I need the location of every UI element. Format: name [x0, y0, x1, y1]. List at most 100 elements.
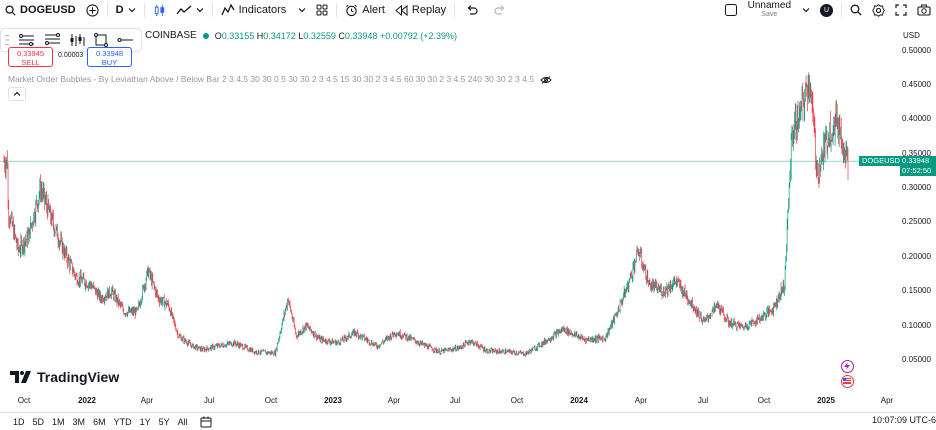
- indicator-legend[interactable]: Market Order Bubbles - By Leviathan Abov…: [8, 74, 552, 84]
- range-button-ytd[interactable]: YTD: [113, 416, 132, 427]
- range-button-1d[interactable]: 1D: [13, 416, 25, 427]
- alert-button[interactable]: Alert: [340, 0, 390, 20]
- calendar-range-icon[interactable]: [200, 416, 212, 428]
- range-button-5y[interactable]: 5Y: [158, 416, 170, 427]
- change-value: +0.00792 (+2.39%): [379, 30, 458, 41]
- price-chart[interactable]: [0, 20, 900, 392]
- gear-icon: [872, 3, 885, 17]
- quick-search-button[interactable]: [845, 0, 867, 20]
- templates-button[interactable]: [311, 0, 333, 20]
- close-value: 0.33948: [344, 30, 378, 41]
- symbol-name: DOGEUSD: [20, 4, 76, 16]
- sell-price: 0.33945: [16, 49, 45, 58]
- time-axis-label: Oct: [510, 396, 524, 405]
- chevron-down-icon: [128, 8, 136, 13]
- replay-label: Replay: [411, 4, 447, 16]
- symbol-search-button[interactable]: DOGEUSD: [0, 0, 81, 20]
- interval-value: D: [115, 4, 124, 16]
- collapse-legend-button[interactable]: [8, 87, 26, 101]
- divider: [143, 3, 145, 17]
- price-axis-label: 0.10000: [902, 321, 931, 330]
- candles-style-button[interactable]: [148, 0, 171, 20]
- line-tool-icon[interactable]: [117, 35, 133, 45]
- layout-name: Unnamed: [747, 0, 791, 11]
- time-axis-label: Oct: [17, 396, 31, 405]
- time-axis-label: Apr: [880, 396, 894, 405]
- price-axis-label: 0.05000: [902, 355, 931, 364]
- settings-button[interactable]: [867, 0, 890, 20]
- layout-checkbox[interactable]: [720, 0, 742, 20]
- fullscreen-icon: [895, 4, 907, 16]
- fib-tool-icon[interactable]: [44, 33, 61, 47]
- redo-button[interactable]: [486, 0, 514, 20]
- sell-label: SELL: [21, 58, 40, 67]
- interval-dropdown[interactable]: D: [111, 0, 141, 20]
- exchange-name: COINBASE: [145, 30, 197, 41]
- time-axis[interactable]: Oct 2022 Apr Jul Oct 2023 Apr Jul Oct 2024 Apr Jul O…: [0, 393, 900, 408]
- price-axis[interactable]: 0.50000 0.45000 0.40000 0.35000 0.30000 0.250…: [900, 20, 936, 392]
- candles-icon: [154, 4, 164, 16]
- price-axis-label: 0.40000: [902, 114, 931, 123]
- alert-label: Alert: [362, 4, 385, 16]
- grid-icon: [316, 4, 328, 16]
- divider: [336, 3, 338, 17]
- buy-button[interactable]: 0.33948 BUY: [87, 47, 132, 67]
- logo-text: TradingView: [37, 369, 120, 385]
- last-price-value: 0.33948: [902, 156, 930, 165]
- undo-button[interactable]: [458, 0, 486, 20]
- lightning-badge[interactable]: [841, 360, 854, 373]
- currency-label[interactable]: USD: [903, 31, 920, 40]
- divider: [454, 3, 456, 17]
- undo-icon: [467, 5, 478, 15]
- replay-button[interactable]: Replay: [390, 0, 451, 20]
- time-axis-label: 2024: [570, 396, 588, 405]
- rectangle-tool-icon[interactable]: [94, 33, 108, 47]
- snapshot-button[interactable]: [912, 0, 936, 20]
- pattern-tool-icon[interactable]: [70, 33, 85, 47]
- last-price-tag: 0.33948 07:52:50: [900, 156, 936, 176]
- range-button-6m[interactable]: 6M: [93, 416, 106, 427]
- time-axis-label: Oct: [264, 396, 278, 405]
- fullscreen-button[interactable]: [890, 0, 912, 20]
- time-axis-label: Oct: [757, 396, 771, 405]
- last-price-symbol-tag: DOGEUSD: [859, 156, 903, 166]
- price-axis-label: 0.30000: [902, 183, 931, 192]
- layout-menu-dropdown[interactable]: [797, 0, 815, 20]
- user-menu-button[interactable]: U: [815, 0, 838, 20]
- divider: [841, 3, 842, 17]
- flag-badge[interactable]: [841, 375, 854, 388]
- chevron-down-icon: [298, 8, 306, 13]
- sell-button[interactable]: 0.33945 SELL: [8, 47, 53, 67]
- range-button-5d[interactable]: 5D: [32, 416, 45, 427]
- range-button-3m[interactable]: 3M: [72, 416, 86, 427]
- low-label: L: [298, 30, 304, 41]
- high-value: 0.34172: [263, 30, 296, 41]
- price-axis-label: 0.50000: [902, 46, 931, 55]
- trend-line-tool-icon[interactable]: [18, 33, 35, 47]
- time-axis-label: 2022: [78, 396, 96, 405]
- high-label: H: [256, 30, 264, 41]
- layout-save-button[interactable]: Unnamed Save: [742, 1, 797, 19]
- chart-type-dropdown[interactable]: [171, 0, 209, 20]
- rewind-icon: [395, 4, 408, 16]
- lightning-icon: [844, 362, 850, 370]
- tradingview-logo[interactable]: TradingView: [10, 369, 119, 385]
- price-axis-label: 0.45000: [902, 80, 931, 89]
- range-button-1m[interactable]: 1M: [52, 416, 65, 427]
- indicators-label: Indicators: [238, 4, 287, 16]
- drag-handle-icon[interactable]: [5, 34, 9, 46]
- time-axis-label: Jul: [203, 396, 215, 405]
- indicators-button[interactable]: Indicators: [216, 0, 312, 20]
- time-axis-label: Jul: [449, 396, 461, 405]
- range-button-all[interactable]: All: [177, 416, 188, 427]
- compare-symbol-button[interactable]: [81, 0, 104, 20]
- time-axis-label: Jul: [697, 396, 709, 405]
- eye-icon[interactable]: [540, 75, 552, 84]
- indicator-title: Market Order Bubbles - By Leviathan Abov…: [8, 74, 534, 84]
- open-value: 0.33155: [221, 30, 255, 41]
- chevron-down-icon: [196, 8, 204, 13]
- tv-logo-icon: [10, 371, 31, 383]
- range-button-1y[interactable]: 1Y: [139, 416, 151, 427]
- clock-timezone[interactable]: 10:07:09 UTC-6: [871, 415, 936, 425]
- time-axis-label: Apr: [634, 396, 648, 405]
